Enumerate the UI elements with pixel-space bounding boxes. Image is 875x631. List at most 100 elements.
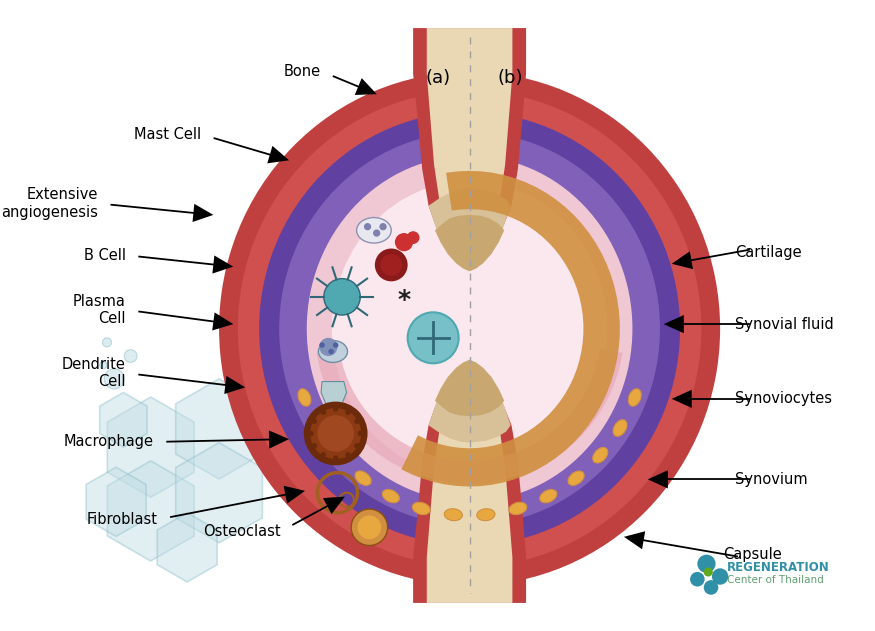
Circle shape [712,569,728,585]
Text: Macrophage: Macrophage [64,435,154,449]
Ellipse shape [312,420,326,437]
Circle shape [320,410,326,415]
Polygon shape [269,430,289,449]
Polygon shape [323,497,345,514]
Circle shape [358,431,363,436]
Text: Plasma
Cell: Plasma Cell [73,293,126,326]
Ellipse shape [628,389,641,406]
Text: Capsule: Capsule [724,546,782,562]
Circle shape [310,408,361,459]
Ellipse shape [318,341,347,362]
Ellipse shape [568,471,584,485]
Circle shape [381,254,402,276]
Ellipse shape [238,91,702,567]
Polygon shape [213,256,234,274]
Circle shape [104,369,124,389]
Text: Center of Thailand: Center of Thailand [726,575,823,585]
Text: Extensive
angiogenesis: Extensive angiogenesis [1,187,98,220]
Polygon shape [108,461,194,561]
Polygon shape [624,531,645,549]
Circle shape [102,338,111,347]
Circle shape [308,431,314,436]
Polygon shape [429,362,511,442]
Polygon shape [317,350,622,483]
Polygon shape [413,379,526,603]
Text: (a): (a) [425,69,451,87]
Circle shape [354,418,360,424]
Polygon shape [192,204,214,222]
Circle shape [304,401,368,466]
Circle shape [407,231,419,244]
Polygon shape [368,216,571,435]
Circle shape [380,223,387,230]
Polygon shape [427,393,513,603]
Circle shape [332,343,339,348]
Ellipse shape [332,447,346,463]
Polygon shape [648,470,668,488]
Text: (b): (b) [498,69,523,87]
Polygon shape [176,379,262,479]
Polygon shape [354,78,377,95]
Polygon shape [379,228,561,433]
Ellipse shape [412,502,430,515]
Ellipse shape [592,447,608,463]
Circle shape [364,223,371,230]
Circle shape [318,415,354,452]
Ellipse shape [298,389,311,406]
Ellipse shape [613,420,627,437]
Ellipse shape [332,181,607,476]
Polygon shape [86,467,146,536]
Ellipse shape [355,471,371,485]
Ellipse shape [219,72,720,586]
Text: B Cell: B Cell [84,247,126,262]
Circle shape [320,452,326,457]
Ellipse shape [357,218,391,243]
Polygon shape [402,171,620,487]
Circle shape [408,312,458,363]
Polygon shape [224,376,245,394]
Ellipse shape [477,509,495,521]
Polygon shape [413,28,526,252]
Circle shape [100,362,107,369]
Ellipse shape [279,132,660,526]
Polygon shape [267,146,289,163]
Circle shape [332,456,339,461]
Circle shape [324,279,360,315]
Polygon shape [213,312,234,331]
Circle shape [358,516,382,539]
Circle shape [395,233,413,251]
Polygon shape [435,360,504,416]
Circle shape [124,350,137,362]
Circle shape [312,443,317,449]
Circle shape [374,249,408,281]
Text: REGENERATION: REGENERATION [726,561,830,574]
Polygon shape [100,392,147,447]
Polygon shape [176,442,262,543]
Text: Bone: Bone [284,64,321,79]
Text: Synoviocytes: Synoviocytes [736,391,832,406]
Polygon shape [672,390,692,408]
Polygon shape [321,382,346,403]
Circle shape [312,418,317,424]
Circle shape [319,338,338,356]
Text: Synovial fluid: Synovial fluid [736,317,834,332]
Circle shape [697,555,716,573]
Text: Mast Cell: Mast Cell [134,127,201,142]
Circle shape [351,509,388,546]
Ellipse shape [307,156,633,502]
Ellipse shape [444,509,462,521]
Polygon shape [284,486,305,504]
Polygon shape [429,189,511,269]
Text: Synovium: Synovium [736,472,809,487]
Circle shape [690,572,704,587]
Circle shape [319,343,325,348]
Ellipse shape [382,490,399,503]
Circle shape [373,230,381,237]
Text: *: * [397,288,410,312]
Ellipse shape [509,502,527,515]
Ellipse shape [259,112,680,545]
Text: Cartilage: Cartilage [736,245,802,260]
Ellipse shape [540,490,556,503]
Circle shape [354,443,360,449]
Circle shape [346,452,351,457]
